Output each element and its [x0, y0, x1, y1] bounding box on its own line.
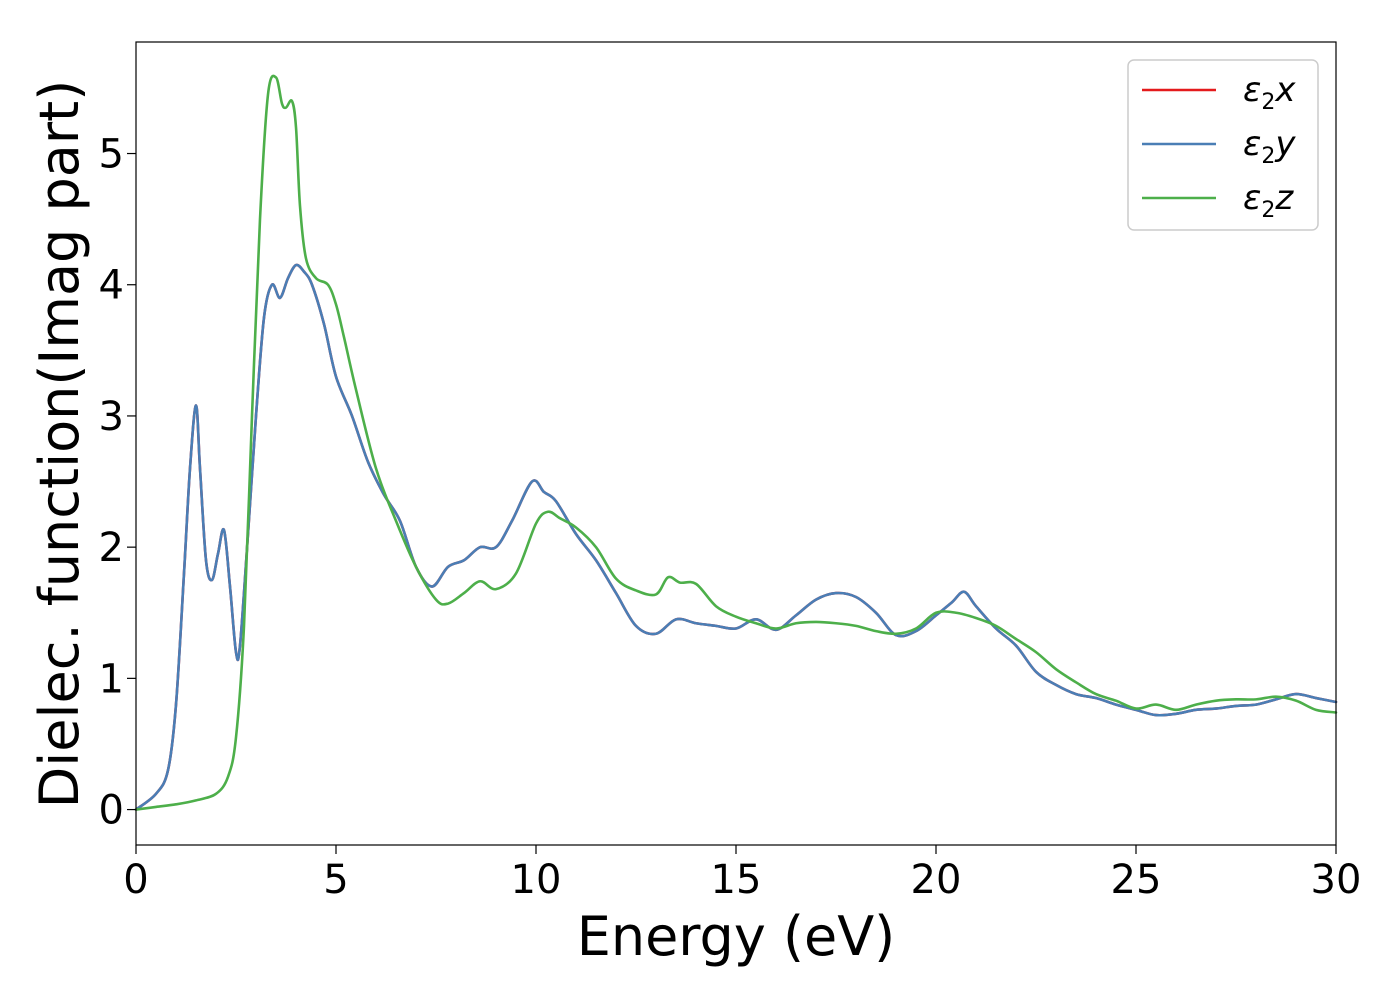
legend-label-base: ε [1243, 124, 1261, 164]
legend-label-base: ε [1243, 70, 1261, 110]
legend-box [1127, 59, 1319, 231]
x-tick-label: 10 [511, 857, 562, 903]
y-tick-label: 0 [99, 788, 124, 834]
x-axis-label: Energy (eV) [577, 905, 896, 968]
legend-label-z: ε2z [1243, 178, 1294, 223]
x-axis-ticks: 0 5 10 15 20 25 30 [123, 845, 1361, 903]
y-axis-ticks: 0 1 2 3 4 5 [99, 132, 136, 834]
legend-label-subscript: 2 [1261, 198, 1275, 223]
legend-label-x: ε2x [1243, 70, 1296, 115]
y-tick-label: 2 [99, 525, 124, 571]
series-line-x [134, 263, 1338, 811]
legend-label-component: x [1274, 70, 1296, 110]
y-axis-label: Dielec. function(Imag part) [28, 80, 91, 809]
x-tick-label: 5 [323, 857, 348, 903]
legend-label-component: z [1274, 178, 1294, 218]
legend-label-subscript: 2 [1261, 144, 1275, 169]
series-line-z [134, 74, 1338, 811]
y-tick-label: 3 [99, 394, 124, 440]
x-tick-label: 20 [911, 857, 962, 903]
legend-label-y: ε2y [1243, 124, 1296, 169]
legend-label-base: ε [1243, 178, 1261, 218]
y-tick-label: 4 [99, 263, 124, 309]
series-line-y [134, 263, 1338, 811]
series-layer [134, 74, 1338, 811]
x-tick-label: 0 [123, 857, 148, 903]
x-tick-label: 30 [1311, 857, 1362, 903]
y-tick-label: 5 [99, 132, 124, 178]
legend-label-component: y [1274, 124, 1296, 164]
legend-label-subscript: 2 [1261, 90, 1275, 115]
x-tick-label: 15 [711, 857, 762, 903]
y-tick-label: 1 [99, 656, 124, 702]
x-tick-label: 25 [1111, 857, 1162, 903]
